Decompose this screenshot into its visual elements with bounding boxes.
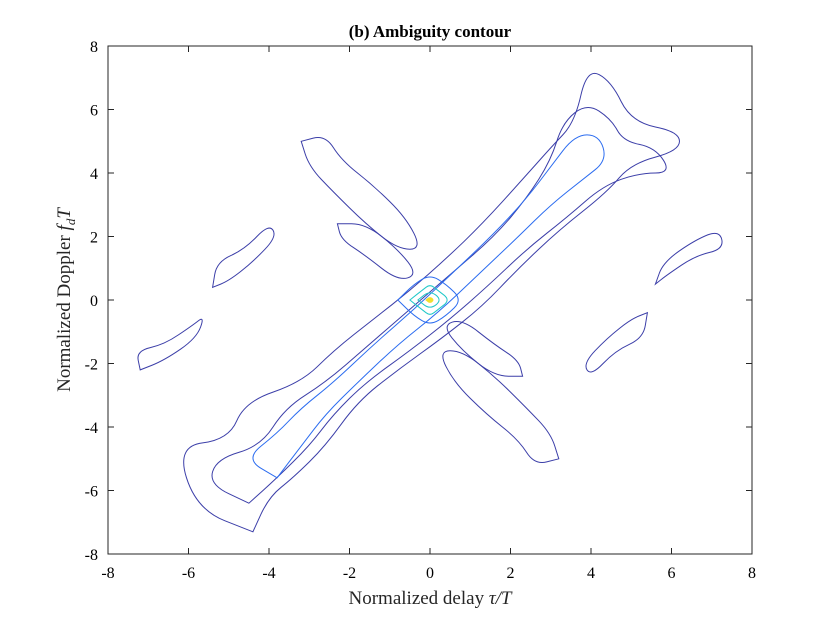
contour-blob-lower-right: [585, 311, 649, 373]
contour-anti-diag-mid-right: [446, 321, 524, 377]
y-tick-label: 0: [90, 293, 98, 310]
y-tick-label: -2: [85, 357, 98, 374]
x-tick-label: 8: [748, 565, 756, 582]
x-axis-ticks: -8 -6 -4 -2 0 2 4 6 8: [101, 46, 756, 582]
x-tick-label: -4: [262, 565, 275, 582]
contour-layer: [137, 72, 723, 533]
y-axis-label-math-main: f: [54, 222, 75, 230]
y-tick-label: 8: [90, 39, 98, 56]
y-tick-label: -8: [85, 547, 98, 564]
x-tick-label: -2: [343, 565, 356, 582]
x-axis-label-math: τ/T: [489, 588, 513, 609]
y-tick-label: 4: [90, 166, 98, 183]
y-axis-label: Normalized Doppler fdT: [54, 207, 78, 392]
x-tick-label: -6: [182, 565, 195, 582]
chart-title: (b) Ambiguity contour: [349, 22, 512, 41]
y-axis-ticks: -8 -6 -4 -2 0 2 4 6 8: [85, 39, 752, 564]
y-tick-label: -4: [85, 420, 98, 437]
contour-diag-main-c: [252, 134, 605, 479]
y-tick-label: 6: [90, 103, 98, 120]
y-axis-label-math-tail: T: [54, 207, 75, 219]
contour-anti-diag-upper-left: [300, 136, 418, 250]
contour-anti-diag-mid-left: [336, 223, 414, 279]
contour-blob-upper-left: [211, 227, 275, 289]
y-tick-label: -6: [85, 484, 98, 501]
x-axis-label: Normalized delay τ/T: [349, 588, 513, 609]
contour-center-ring-2: [409, 285, 448, 315]
contour-diag-main-b: [211, 107, 667, 504]
plot-area: -8 -6 -4 -2 0 2 4 6 8 -8 -6 -4 -2 0 2 4 6 8: [85, 39, 756, 582]
y-tick-label: 2: [90, 230, 98, 247]
y-axis-label-text: Normalized Doppler: [54, 230, 75, 391]
contour-center-peak: [425, 297, 434, 303]
x-tick-label: 6: [668, 565, 676, 582]
contour-anti-diag-lower-right: [442, 350, 560, 464]
y-axis-label-math-sub: d: [63, 218, 78, 225]
contour-diag-main-a: [183, 72, 681, 533]
x-tick-label: 4: [587, 565, 595, 582]
contour-blob-upper-right: [654, 232, 723, 286]
x-tick-label: 2: [507, 565, 515, 582]
x-tick-label: 0: [426, 565, 434, 582]
contour-blob-lower-left: [137, 318, 203, 371]
contour-center-ring-3: [417, 292, 440, 308]
x-tick-label: -8: [101, 565, 114, 582]
contour-center-ring-1: [397, 276, 459, 324]
x-axis-label-text: Normalized delay: [349, 588, 489, 609]
